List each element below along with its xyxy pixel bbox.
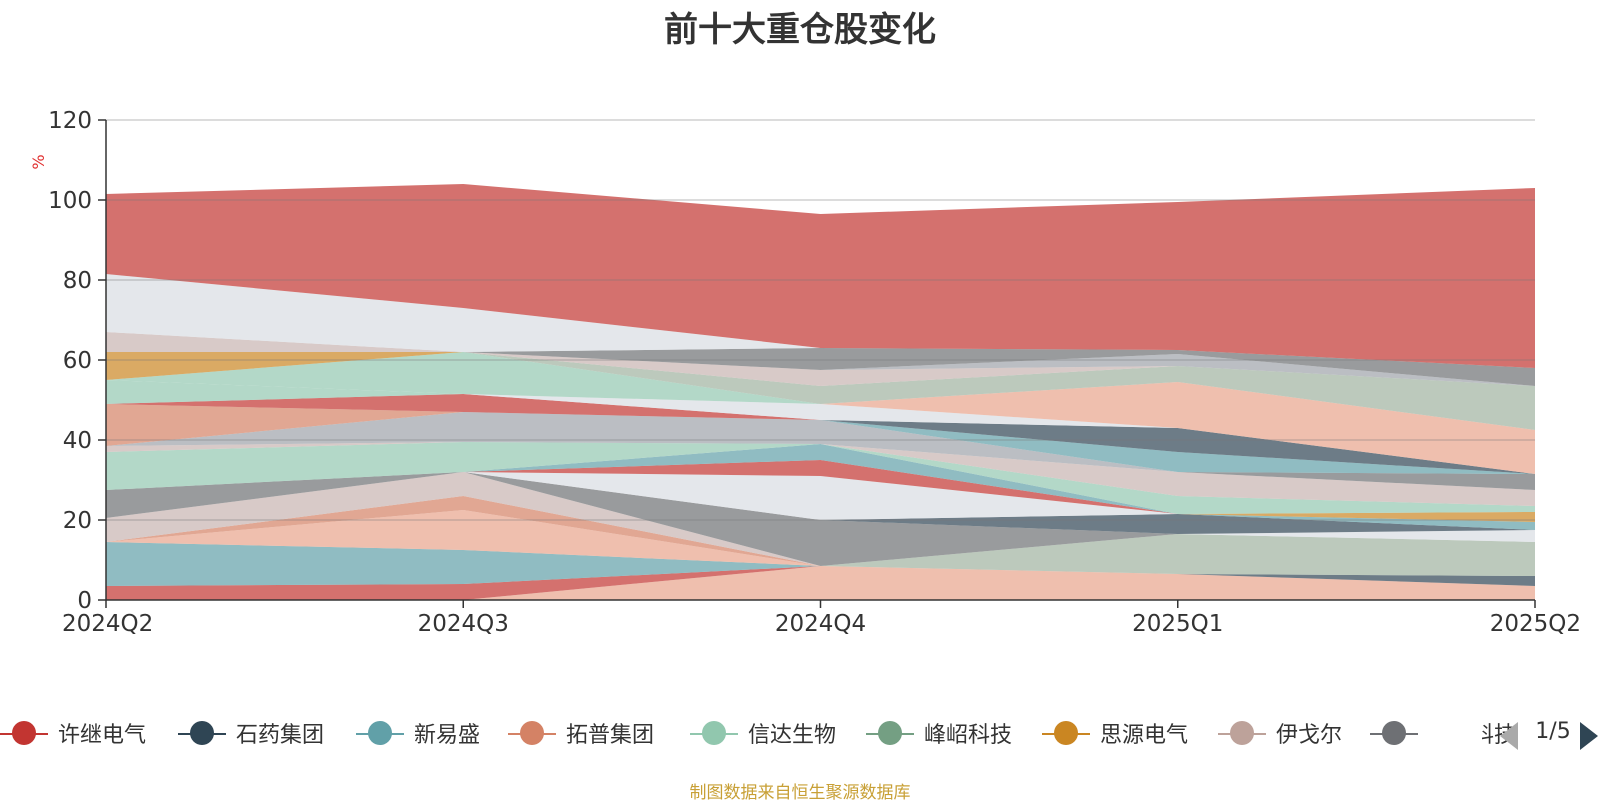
y-tick-label: 20 [63, 508, 92, 534]
area-band-23 [106, 412, 1535, 474]
x-tick-label: 2024Q2 [62, 611, 153, 637]
legend-label: 信达生物 [748, 723, 837, 748]
axis-labels: 0 20 40 60 80 100 120 2024Q2 2024Q3 2024Q4 2025Q1 2… [29, 108, 1581, 637]
area-band-8 [106, 472, 1535, 566]
legend: 许继电气石药集团新易盛拓普集团信达生物峰岹科技思源电气伊戈尔北特科技 [0, 716, 1600, 750]
area-band-29 [106, 352, 1535, 430]
legend-marker-icon [1218, 716, 1266, 750]
area-band-16 [106, 444, 1535, 514]
area-band-14 [106, 460, 1535, 514]
y-tick-label: 60 [63, 348, 92, 374]
area-band-31 [106, 352, 1535, 430]
area-band-26 [106, 394, 1535, 474]
legend-label: 思源电气 [1100, 723, 1189, 748]
y-axis-label: % [29, 154, 48, 169]
legend-label: 峰岹科技 [924, 723, 1013, 748]
legend-marker-icon [508, 716, 556, 750]
legend-overflow-mask [1426, 716, 1482, 750]
y-tick-label: 40 [63, 428, 92, 454]
y-tick-label: 120 [48, 108, 92, 134]
area-band-22 [106, 412, 1535, 474]
legend-marker-icon [690, 716, 738, 750]
legend-label: 伊戈尔 [1276, 723, 1343, 748]
legend-item[interactable]: 峰岹科技 [866, 716, 1012, 750]
legend-item[interactable]: 思源电气 [1042, 716, 1188, 750]
area-band-32 [106, 332, 1535, 386]
y-tick-label: 80 [63, 268, 92, 294]
y-tick-label: 0 [77, 588, 92, 614]
area-band-21 [106, 412, 1535, 474]
x-tick-label: 2025Q2 [1490, 611, 1581, 637]
legend-item[interactable]: 石药集团 [178, 716, 324, 750]
y-tick-label: 100 [48, 188, 92, 214]
legend-marker-icon [356, 716, 404, 750]
legend-prev-page-button[interactable] [1500, 722, 1518, 750]
legend-item[interactable]: 伊戈尔 [1218, 716, 1342, 750]
area-band-35 [106, 274, 1535, 368]
area-band-9 [106, 472, 1535, 566]
area-band-30 [106, 352, 1535, 430]
grid-lines [106, 119, 1535, 521]
area-band-25 [106, 394, 1535, 474]
legend-marker-icon [0, 716, 48, 750]
legend-next-page-button[interactable] [1580, 722, 1598, 750]
area-band-24 [106, 404, 1535, 474]
area-band-36 [106, 184, 1535, 368]
legend-label: 石药集团 [236, 723, 325, 748]
legend-marker-icon [866, 716, 914, 750]
area-band-6 [106, 496, 1535, 576]
legend-page-indicator: 1/5 [1535, 719, 1571, 744]
chart-title: 前十大重仓股变化 [664, 10, 936, 50]
area-band-20 [106, 442, 1535, 474]
area-band-27 [106, 382, 1535, 474]
area-band-34 [106, 332, 1535, 386]
area-band-13 [106, 472, 1535, 520]
area-chart: 0 20 40 60 80 100 120 2024Q2 2024Q3 2024Q4 2025Q1 2… [29, 108, 1581, 637]
source-note: 制图数据来自恒生聚源数据库 [689, 783, 911, 803]
area-bands [106, 184, 1535, 600]
area-band-15 [106, 444, 1535, 514]
area-band-3 [106, 542, 1535, 586]
axes [98, 119, 1536, 608]
legend-label: 拓普集团 [566, 723, 655, 748]
x-tick-label: 2024Q3 [418, 611, 509, 637]
area-band-12 [106, 472, 1535, 522]
legend-label: 许继电气 [58, 723, 147, 748]
legend-marker-icon [178, 716, 226, 750]
legend-marker-icon [1370, 716, 1418, 750]
area-band-4 [106, 510, 1535, 576]
x-tick-label: 2024Q4 [775, 611, 866, 637]
area-band-19 [106, 442, 1535, 490]
x-tick-label: 2025Q1 [1132, 611, 1223, 637]
area-band-2 [106, 566, 1535, 600]
area-band-10 [106, 472, 1535, 534]
legend-marker-icon [1042, 716, 1090, 750]
area-band-0 [106, 566, 1535, 600]
legend-label: 新易盛 [414, 723, 481, 748]
legend-item[interactable]: 信达生物 [690, 716, 836, 750]
legend-item[interactable]: 拓普集团 [508, 716, 654, 750]
legend-item[interactable]: 许继电气 [0, 716, 146, 750]
legend-item[interactable]: 新易盛 [356, 716, 480, 750]
area-band-17 [106, 444, 1535, 506]
